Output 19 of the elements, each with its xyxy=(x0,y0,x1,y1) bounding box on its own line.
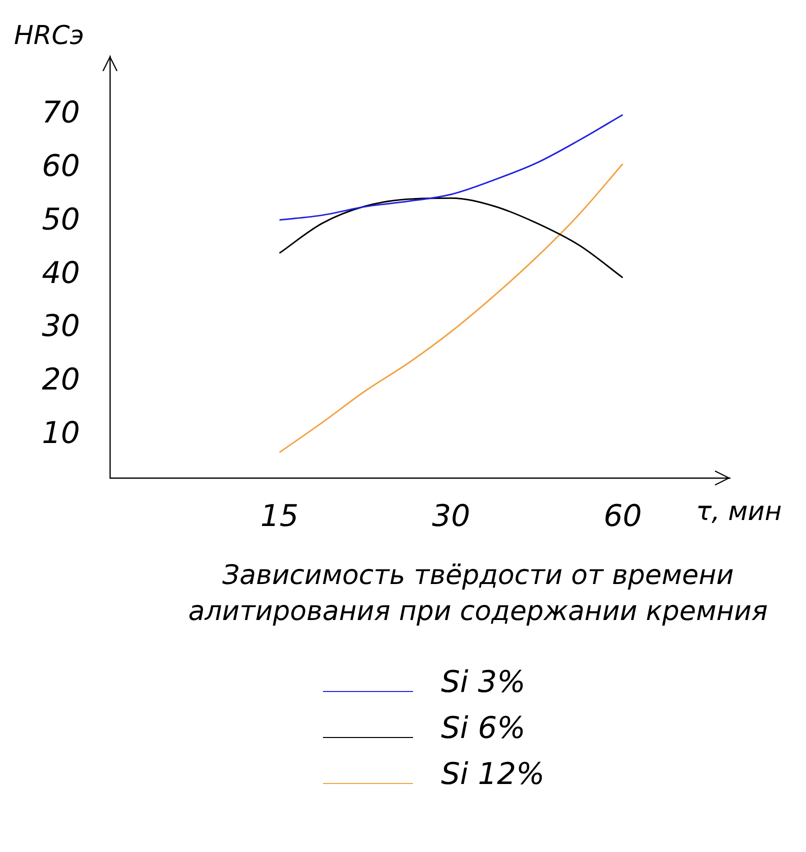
line-series xyxy=(278,163,624,454)
x-tick-label: 60 xyxy=(604,498,642,534)
text: Зависимость твёрдости от времени алитирования при содержании кремния xyxy=(187,559,769,629)
y-tick-label: 40 xyxy=(42,256,80,291)
y-tick-label: 10 xyxy=(42,416,80,452)
legend-label: Si 12% xyxy=(441,757,545,792)
x-tick-label: 30 xyxy=(432,498,470,534)
y-tick-label: 30 xyxy=(42,309,80,344)
y-axis-title: HRCэ xyxy=(14,20,84,51)
legend-label: Si 3% xyxy=(441,665,526,700)
y-tick-label: 20 xyxy=(42,362,80,398)
legend-label: Si 6% xyxy=(441,711,526,746)
line-series xyxy=(278,114,624,221)
line-series xyxy=(278,197,624,278)
y-tick-label: 60 xyxy=(42,148,80,184)
x-tick-label: 15 xyxy=(260,498,299,534)
y-tick-label: 70 xyxy=(42,96,80,131)
x-axis-title: τ, мин xyxy=(696,496,782,527)
y-tick-label: 50 xyxy=(42,202,80,238)
